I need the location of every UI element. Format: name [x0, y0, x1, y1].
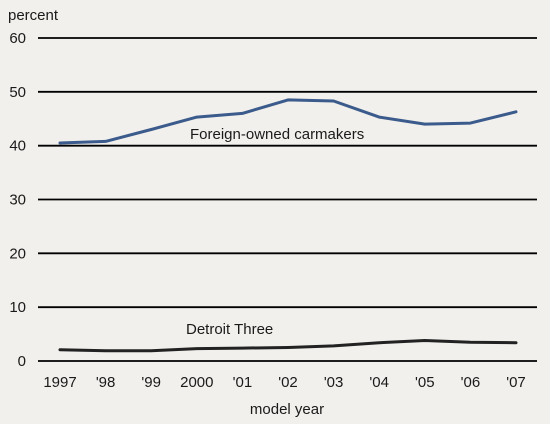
x-tick-label: '98 — [96, 374, 116, 391]
x-tick-label: 1997 — [43, 374, 76, 391]
x-tick-labels: 1997 '98 '99 2000 '01 '02 '03 '04 '05 '06 '07 — [43, 374, 525, 391]
x-tick-label: '02 — [278, 374, 298, 391]
x-tick-label: 2000 — [180, 374, 213, 391]
y-tick-label: 20 — [9, 245, 26, 262]
y-tick-label: 40 — [9, 138, 26, 155]
x-axis-title: model year — [250, 401, 324, 418]
series-label-foreign-owned: Foreign-owned carmakers — [190, 126, 364, 143]
x-tick-label: '07 — [506, 374, 526, 391]
series-line-0 — [58, 98, 518, 145]
series-label-detroit-three: Detroit Three — [186, 321, 273, 338]
y-axis-title: percent — [8, 7, 59, 24]
y-tick-labels: 0 10 20 30 40 50 60 — [9, 30, 26, 370]
y-tick-label: 30 — [9, 192, 26, 209]
x-tick-label: '05 — [415, 374, 435, 391]
y-tick-label: 50 — [9, 84, 26, 101]
x-tick-label: '03 — [324, 374, 344, 391]
y-tick-label: 10 — [9, 299, 26, 316]
x-tick-label: '04 — [369, 374, 389, 391]
x-tick-label: '99 — [141, 374, 161, 391]
gridlines — [38, 37, 537, 362]
x-tick-label: '06 — [461, 374, 481, 391]
series-lines — [58, 98, 518, 353]
y-tick-label: 60 — [9, 30, 26, 47]
x-tick-label: '01 — [233, 374, 253, 391]
y-tick-label: 0 — [18, 353, 26, 370]
series-line-1 — [58, 339, 518, 353]
